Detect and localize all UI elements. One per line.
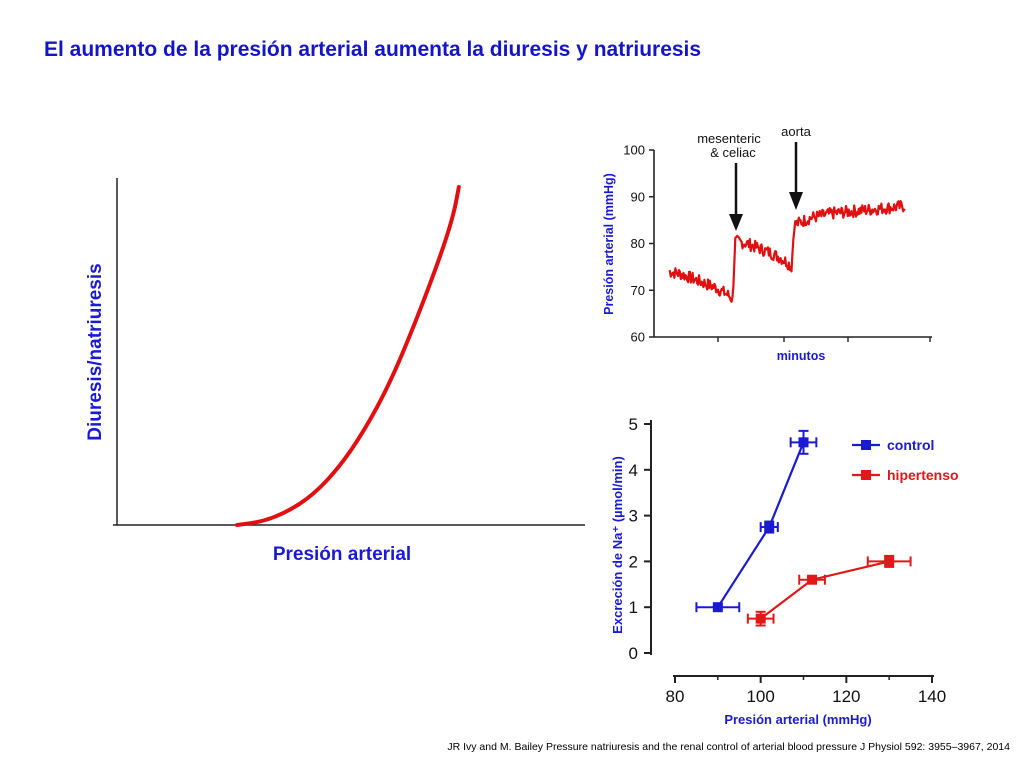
legend-label-hipertenso: hipertenso [887, 467, 959, 483]
y-tick-label: 4 [629, 461, 638, 480]
legend-marker-control [861, 440, 871, 450]
y-tick-label: 90 [631, 189, 645, 204]
annotation-arrow-mesenteric-head [729, 214, 743, 231]
data-point-hipertenso [884, 556, 895, 567]
y-tick-label: 70 [631, 283, 645, 298]
y-tick-label: 0 [629, 644, 638, 663]
y-tick-label: 5 [629, 415, 638, 434]
x-axis-label: Presión arterial (mmHg) [724, 712, 871, 727]
data-point-hipertenso [807, 574, 818, 585]
y-tick-label: 100 [623, 143, 645, 158]
y-axis-label: Presión arterial (mmHg) [602, 173, 616, 315]
x-tick-label: 120 [832, 687, 860, 706]
x-tick-label: 100 [746, 687, 774, 706]
annotation-aorta: aorta [781, 124, 811, 139]
x-axis-label: Presión arterial [273, 544, 411, 565]
y-tick-label: 60 [631, 330, 645, 345]
annotation-mesenteric-line1: mesenteric [697, 131, 761, 146]
schematic-chart: Presión arterial Diuresis/natriuresis [85, 178, 585, 565]
bp-trace-chart: 60 70 80 90 100 mesenteric& celiac aorta minuto… [602, 124, 932, 363]
data-point-control [798, 437, 809, 448]
annotation-mesenteric-line2: & celiac [710, 145, 756, 160]
natriuresis-chart: 0 1 2 3 4 5 80 100 120 140 control hipertenso Presió… [610, 415, 959, 727]
x-tick-label: 140 [918, 687, 946, 706]
y-tick-label: 80 [631, 236, 645, 251]
data-point-hipertenso [755, 613, 766, 624]
series-line [235, 185, 461, 527]
x-axis-label: minutos [777, 349, 826, 363]
y-axis-label: Excreción de Na⁺ (µmol/min) [610, 456, 625, 634]
legend-label-control: control [887, 437, 934, 453]
annotation-arrow-aorta-head [789, 192, 803, 210]
y-tick-label: 1 [629, 598, 638, 617]
data-point-control [764, 522, 775, 533]
data-point-control [712, 602, 723, 613]
y-tick-label: 3 [629, 507, 638, 526]
citation: JR Ivy and M. Bailey Pressure natriuresi… [447, 741, 1010, 753]
series-line [668, 200, 906, 303]
slide-title: El aumento de la presión arterial aument… [44, 38, 702, 61]
legend-marker-hipertenso [861, 470, 871, 480]
series-line-hipertenso [760, 560, 890, 620]
y-tick-label: 2 [629, 552, 638, 571]
y-axis-label: Diuresis/natriuresis [85, 263, 106, 440]
x-tick-label: 80 [666, 687, 685, 706]
